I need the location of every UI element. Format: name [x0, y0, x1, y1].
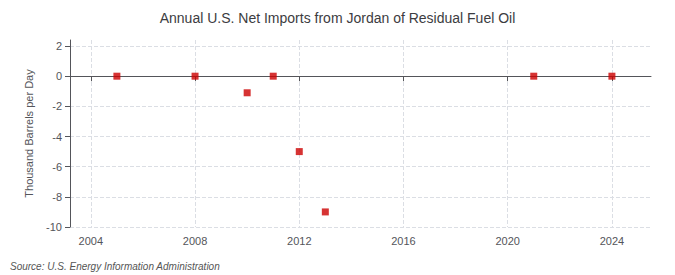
svg-text:-8: -8	[52, 191, 62, 203]
svg-text:0: 0	[56, 70, 62, 82]
svg-text:2016: 2016	[391, 235, 415, 247]
svg-text:2008: 2008	[183, 235, 207, 247]
svg-text:2012: 2012	[287, 235, 311, 247]
svg-text:2020: 2020	[495, 235, 519, 247]
svg-text:-6: -6	[52, 161, 62, 173]
svg-text:-4: -4	[52, 131, 62, 143]
svg-text:Thousand Barrels per Day: Thousand Barrels per Day	[23, 69, 35, 198]
svg-text:Source: U.S. Energy Informatio: Source: U.S. Energy Information Administ…	[10, 261, 220, 272]
svg-text:-10: -10	[46, 221, 62, 233]
svg-text:2: 2	[56, 40, 62, 52]
svg-text:-2: -2	[52, 100, 62, 112]
svg-text:Annual U.S. Net Imports from J: Annual U.S. Net Imports from Jordan of R…	[160, 10, 516, 26]
svg-text:2024: 2024	[600, 235, 624, 247]
svg-text:2004: 2004	[79, 235, 103, 247]
